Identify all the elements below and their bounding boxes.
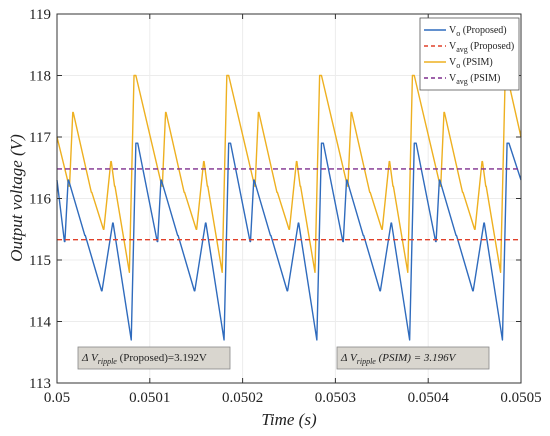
- ripple-annotation-proposed: Δ Vripple (Proposed)=3.192V: [81, 352, 207, 366]
- series-layer: [56, 74, 522, 341]
- y-tick-label: 119: [29, 7, 51, 23]
- x-tick-label: 0.0502: [222, 390, 263, 406]
- legend-entry-4: Vavg (PSIM): [449, 73, 500, 86]
- y-tick-label: 116: [29, 192, 51, 208]
- legend: Vo (Proposed) Vavg (Proposed) Vo (PSIM) Vav…: [419, 17, 520, 91]
- legend-entry-1: Vo (Proposed): [449, 25, 507, 38]
- ripple-annotation-box-psim: [336, 346, 490, 370]
- annotations: Δ Vripple (Proposed)=3.192V Δ Vripple (PS…: [77, 346, 490, 370]
- x-tick-label: 0.0504: [408, 390, 450, 406]
- x-tick-label: 0.0505: [500, 390, 541, 406]
- legend-entry-2: Vavg (Proposed): [449, 41, 514, 54]
- x-axis-label: Time (s): [261, 410, 317, 429]
- y-tick-label: 118: [29, 69, 51, 85]
- y-axis-label: Output voltage (V): [7, 134, 26, 262]
- y-tick-label: 115: [29, 253, 51, 269]
- x-tick-label: 0.0503: [315, 390, 356, 406]
- legend-entry-3: Vo (PSIM): [449, 57, 493, 70]
- x-tick-label: 0.0501: [129, 390, 170, 406]
- y-tick-label: 117: [29, 130, 51, 146]
- series-line-3: [56, 74, 522, 273]
- ripple-annotation-box-proposed: [77, 346, 231, 370]
- x-tick-label: 0.05: [44, 390, 70, 406]
- y-tick-label: 113: [29, 376, 51, 392]
- ripple-annotation-psim: Δ Vripple (PSIM) = 3.196V: [340, 352, 457, 366]
- axis-ticks: 0.05 0.0501 0.0502 0.0503 0.0504 0.0505 113 114…: [29, 7, 542, 406]
- series-line-1: [56, 142, 522, 341]
- y-tick-label: 114: [29, 315, 51, 331]
